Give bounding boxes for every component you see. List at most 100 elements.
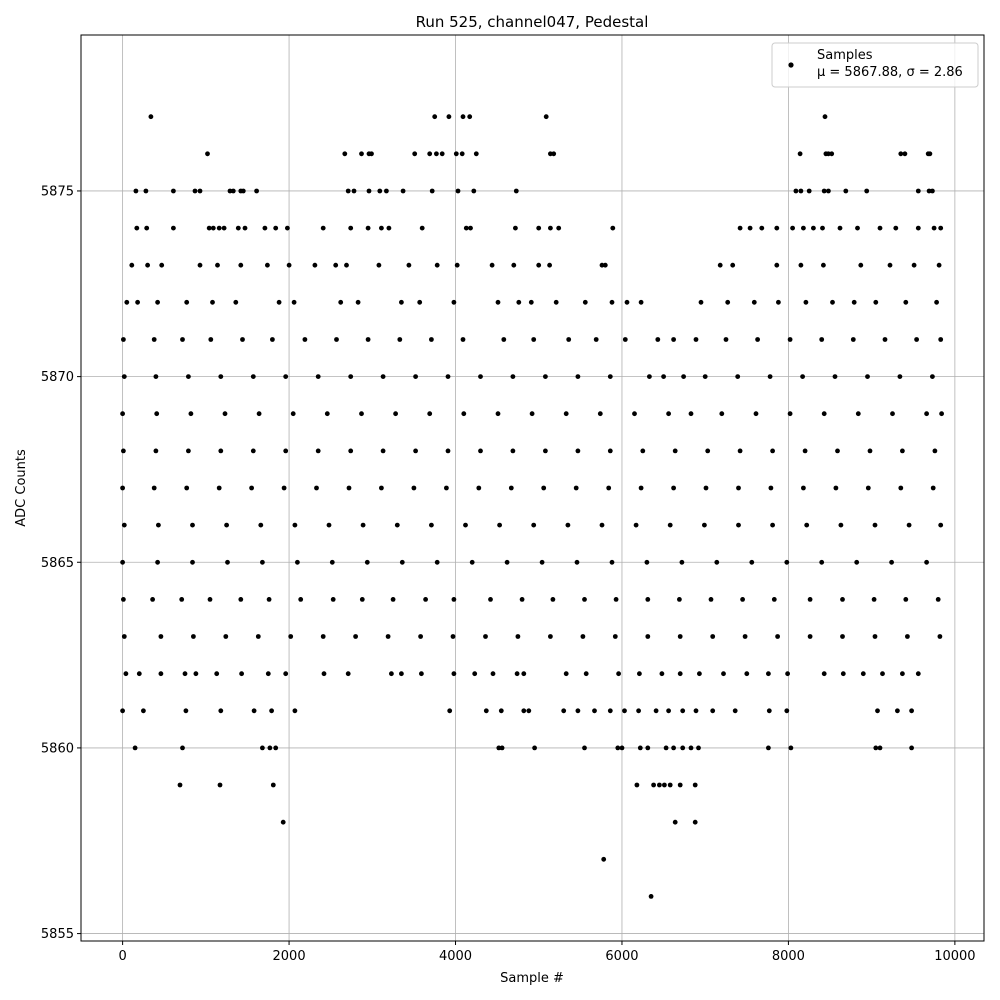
data-point [935, 597, 941, 602]
data-point [453, 151, 459, 157]
data-point [632, 411, 637, 417]
data-point [737, 448, 743, 454]
x-tick-label: 2000 [273, 949, 306, 964]
data-point [386, 225, 392, 231]
data-point [693, 337, 699, 342]
data-point [640, 448, 646, 454]
data-point [495, 299, 501, 305]
data-point [647, 374, 652, 379]
data-point [251, 708, 257, 714]
data-point [463, 522, 468, 528]
data-point [344, 262, 349, 268]
data-point [136, 671, 142, 677]
data-point [790, 225, 795, 231]
data-point [723, 337, 729, 342]
data-point [427, 151, 433, 157]
data-point [235, 225, 241, 231]
data-point [218, 708, 224, 714]
data-point [270, 337, 275, 342]
data-point [262, 225, 268, 231]
data-point [250, 448, 256, 454]
data-point [599, 262, 605, 268]
data-point [521, 708, 527, 714]
data-point [531, 522, 537, 528]
data-point [597, 411, 603, 417]
data-point [459, 151, 465, 157]
data-point [806, 188, 812, 194]
data-point [930, 485, 936, 491]
data-point [406, 262, 412, 268]
data-point [143, 188, 149, 194]
data-point [496, 745, 502, 751]
data-point [661, 374, 666, 379]
data-point [811, 225, 816, 231]
data-point [898, 151, 904, 157]
data-point [399, 299, 404, 305]
data-point [645, 745, 651, 751]
data-point [158, 634, 164, 639]
data-point [365, 337, 371, 342]
data-point [468, 225, 473, 231]
data-point [663, 745, 669, 751]
data-point [285, 225, 290, 231]
data-point [376, 262, 382, 268]
data-point [877, 745, 883, 751]
data-point [638, 299, 644, 305]
data-point [158, 671, 164, 677]
data-point [184, 485, 190, 491]
data-point [446, 114, 452, 120]
data-point [583, 671, 589, 677]
data-point [265, 671, 271, 677]
data-point [915, 671, 921, 677]
data-point [380, 448, 386, 454]
data-point [359, 411, 364, 417]
data-point [850, 337, 856, 342]
data-point [384, 188, 389, 194]
data-point [680, 708, 686, 714]
data-point [216, 485, 222, 491]
data-point [677, 634, 683, 639]
data-point [334, 337, 339, 342]
data-point [312, 262, 318, 268]
y-tick-label: 5865 [41, 556, 74, 571]
data-point [599, 522, 605, 528]
data-point [872, 634, 878, 639]
data-point [186, 374, 191, 379]
data-point [593, 337, 599, 342]
data-point [129, 262, 135, 268]
data-point [351, 188, 357, 194]
data-point [851, 299, 857, 305]
data-point [749, 559, 755, 565]
data-point [705, 448, 711, 454]
data-point [510, 448, 516, 454]
data-point [249, 485, 255, 491]
data-point [937, 634, 943, 639]
data-point [439, 151, 445, 157]
data-point [807, 634, 813, 639]
data-point [693, 708, 699, 714]
data-point [543, 448, 548, 454]
data-point [353, 634, 358, 639]
data-point [897, 374, 903, 379]
data-point [197, 188, 203, 194]
data-point [667, 782, 673, 788]
data-point [822, 114, 828, 120]
data-point [900, 448, 905, 454]
data-point [124, 299, 130, 305]
data-point [927, 151, 933, 157]
data-point [821, 671, 827, 677]
data-point [553, 299, 559, 305]
data-point [155, 559, 161, 565]
data-point [774, 225, 780, 231]
legend: Samples μ = 5867.88, σ = 2.86 [771, 42, 979, 88]
data-point [575, 448, 581, 454]
data-point [514, 671, 520, 677]
data-point [159, 262, 165, 268]
data-point [666, 708, 671, 714]
data-point [677, 782, 683, 788]
data-point [582, 745, 587, 751]
data-point [427, 411, 433, 417]
data-point [622, 337, 628, 342]
data-point [820, 225, 825, 231]
data-points [120, 114, 944, 899]
